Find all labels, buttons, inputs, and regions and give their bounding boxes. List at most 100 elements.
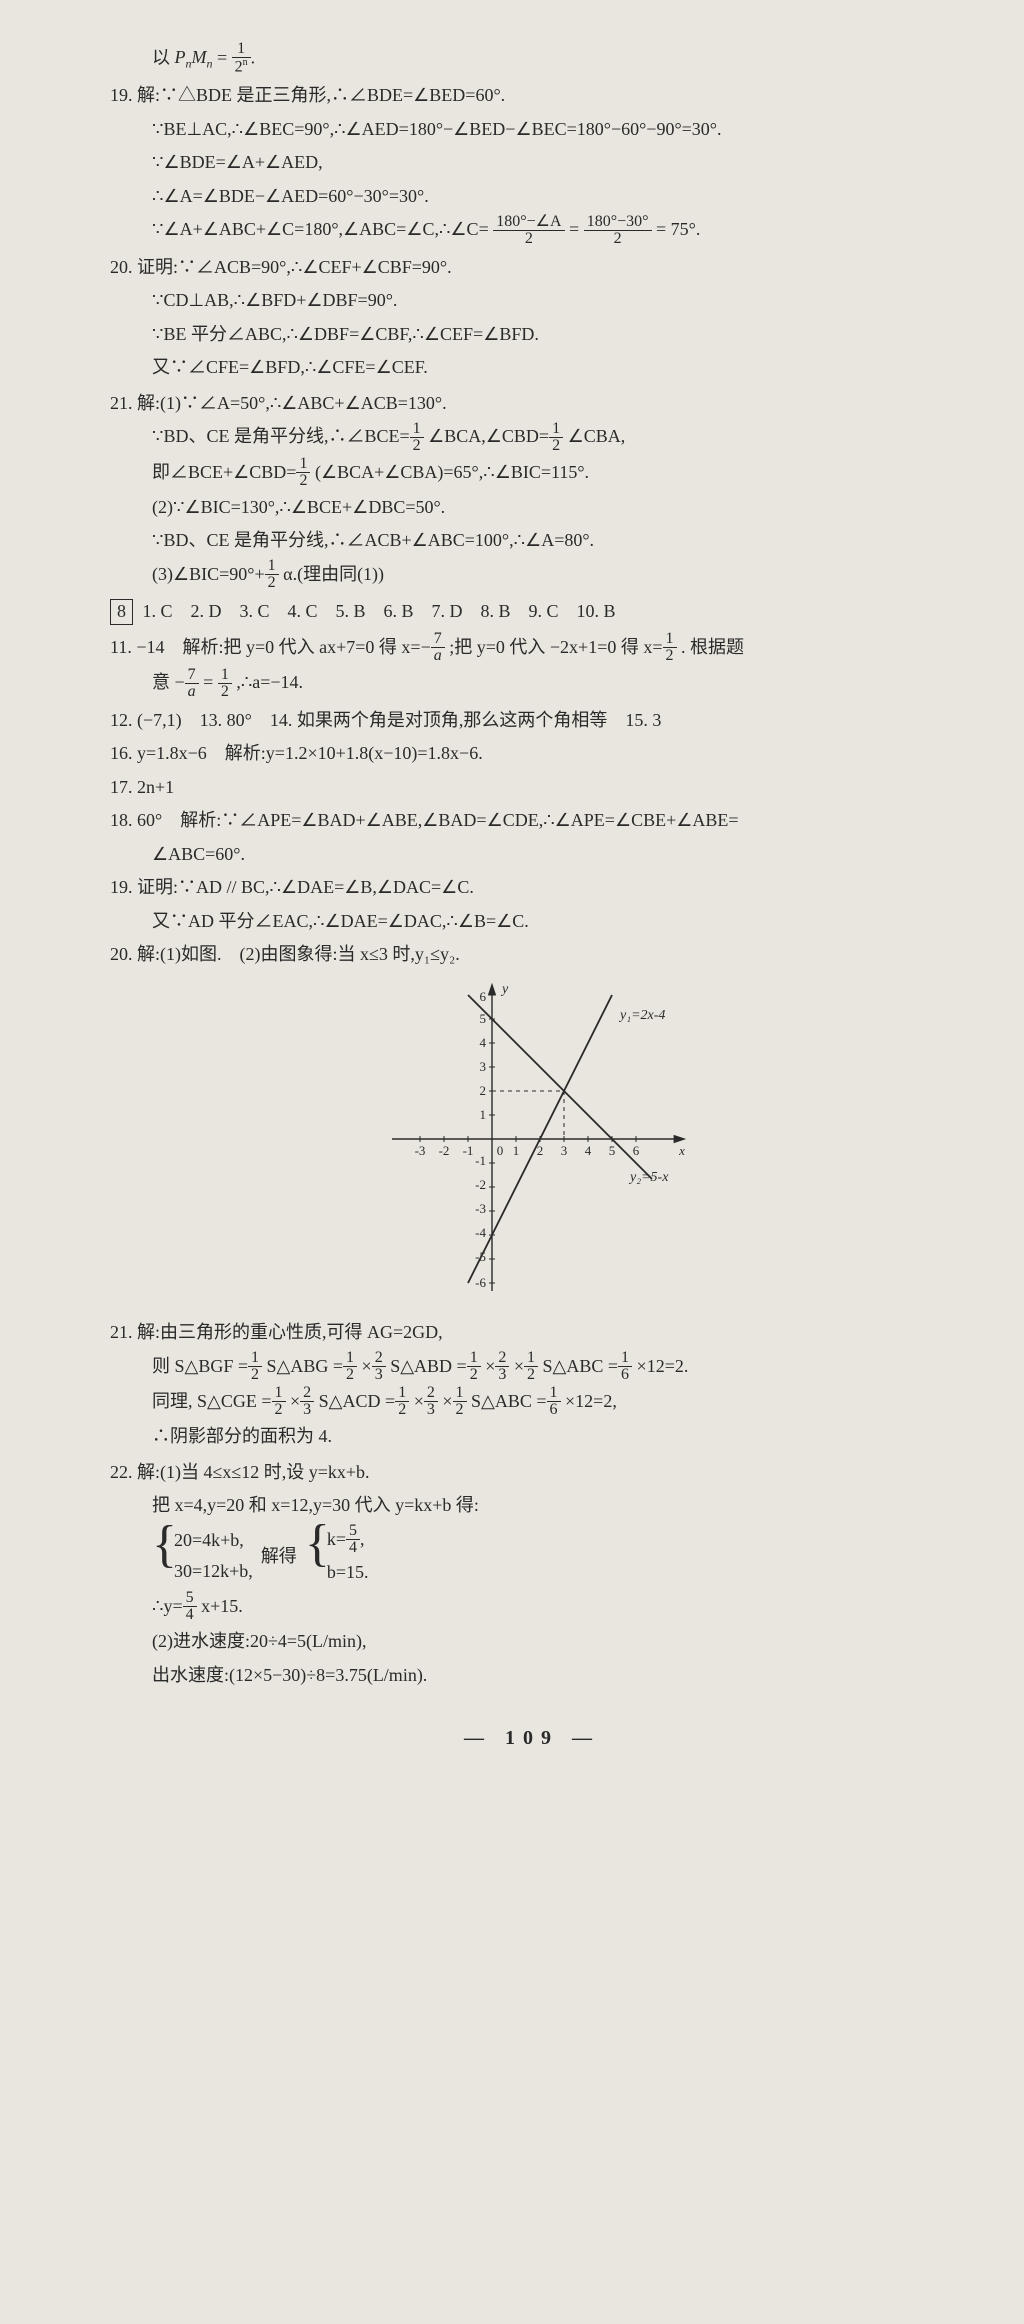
svg-text:y₁=2x-4: y₁=2x-4 <box>618 1008 665 1023</box>
problem-19b: 19. 证明:∵AD // BC,∴∠DAE=∠B,∠DAC=∠C. <box>110 872 954 904</box>
text: S△ACD = <box>319 1391 396 1411</box>
text: ×12=2. <box>637 1356 689 1376</box>
text: 同理, S△CGE =12 ×23 S△ACD =12 ×23 ×12 S△AB… <box>152 1386 954 1419</box>
svg-text:-3: -3 <box>415 1143 426 1158</box>
text: ∠ABC=60°. <box>152 839 954 871</box>
text: ;把 y=0 代入 −2x+1=0 得 x= <box>449 637 662 657</box>
answer-list: 1. C 2. D 3. C 4. C 5. B 6. B 7. D 8. B … <box>143 601 616 621</box>
text: ∵∠BDE=∠A+∠AED, <box>152 147 954 179</box>
top-fragment: 以 PnMn = 12n. <box>152 42 954 76</box>
svg-text:4: 4 <box>480 1035 487 1050</box>
text: 又∵AD 平分∠EAC,∴∠DAE=∠DAC,∴∠B=∠C. <box>152 906 954 938</box>
text: ∵BE 平分∠ABC,∴∠DBF=∠CBF,∴∠CEF=∠BFD. <box>152 319 954 351</box>
problem-17: 17. 2n+1 <box>110 772 954 804</box>
problem-21b: 21. 解:由三角形的重心性质,可得 AG=2GD, <box>110 1317 954 1349</box>
svg-text:-2: -2 <box>475 1177 486 1192</box>
text: = 75°. <box>656 219 700 239</box>
section-8-answers: 8 1. C 2. D 3. C 4. C 5. B 6. B 7. D 8. … <box>110 596 954 628</box>
svg-text:-3: -3 <box>475 1201 486 1216</box>
svg-text:2: 2 <box>480 1083 487 1098</box>
problem-20b: 20. 解:(1)如图. (2)由图象得:当 x≤3 时,y₁≤y₂. <box>110 939 954 971</box>
svg-text:-6: -6 <box>475 1275 486 1290</box>
section-number-box: 8 <box>110 599 133 624</box>
text: × <box>414 1391 424 1411</box>
problem-21: 21. 解:(1)∵∠A=50°,∴∠ABC+∠ACB=130°. <box>110 388 954 420</box>
svg-text:3: 3 <box>561 1143 568 1158</box>
text: ∵∠A+∠ABC+∠C=180°,∠ABC=∠C,∴∠C= 180°−∠A2 =… <box>152 214 954 247</box>
svg-text:1: 1 <box>480 1107 487 1122</box>
text: 意 − <box>152 672 185 692</box>
text: (3)∠BIC=90°+12 α.(理由同(1)) <box>152 559 954 592</box>
text: ∠BCA,∠CBD= <box>428 426 549 446</box>
text: (∠BCA+∠CBA)=65°,∴∠BIC=115°. <box>315 462 589 482</box>
text: ,∴a=−14. <box>236 672 303 692</box>
text: ∵∠A+∠ABC+∠C=180°,∠ABC=∠C,∴∠C= <box>152 219 489 239</box>
text: ∴阴影部分的面积为 4. <box>152 1421 954 1453</box>
eq: b=15. <box>327 1557 369 1589</box>
text: 则 S△BGF =12 S△ABG =12 ×23 S△ABD =12 ×23 … <box>152 1351 954 1384</box>
equation-system: { 20=4k+b, 30=12k+b, 解得 { k=54, b=15. <box>152 1524 954 1589</box>
text: ∵BD、CE 是角平分线,∴∠ACB+∠ABC=100°,∴∠A=80°. <box>152 525 954 557</box>
svg-text:4: 4 <box>585 1143 592 1158</box>
text: ∴y= <box>152 1596 183 1616</box>
text: (2)∵∠BIC=130°,∴∠BCE+∠DBC=50°. <box>152 492 954 524</box>
text: x+15. <box>201 1596 243 1616</box>
text: ∴y=54 x+15. <box>152 1591 954 1624</box>
svg-text:y: y <box>500 982 509 997</box>
text: ∵BE⊥AC,∴∠BEC=90°,∴∠AED=180°−∠BED−∠BEC=18… <box>152 114 954 146</box>
svg-text:-1: -1 <box>463 1143 474 1158</box>
problems-12-15: 12. (−7,1) 13. 80° 14. 如果两个角是对顶角,那么这两个角相… <box>110 705 954 737</box>
text: 意 −7a = 12 ,∴a=−14. <box>152 667 954 700</box>
text: 又∵∠CFE=∠BFD,∴∠CFE=∠CEF. <box>152 352 954 384</box>
eq: k=54, <box>327 1524 369 1557</box>
text: × <box>514 1356 524 1376</box>
svg-text:6: 6 <box>480 989 487 1004</box>
problem-16: 16. y=1.8x−6 解析:y=1.2×10+1.8(x−10)=1.8x−… <box>110 738 954 770</box>
svg-text:6: 6 <box>633 1143 640 1158</box>
svg-text:-1: -1 <box>475 1153 486 1168</box>
text: (3)∠BIC=90°+ <box>152 564 265 584</box>
page-number: — 109 — <box>110 1721 954 1756</box>
graph-chart: -3-2-1 0 123 456 x 123 456 -1-2-3 -4-5-6… <box>110 979 954 1310</box>
svg-text:-2: -2 <box>439 1143 450 1158</box>
text: ∴∠A=∠BDE−∠AED=60°−30°=30°. <box>152 181 954 213</box>
problem-18: 18. 60° 解析:∵∠APE=∠BAD+∠ABE,∠BAD=∠CDE,∴∠A… <box>110 805 954 837</box>
text: 即∠BCE+∠CBD= <box>152 462 296 482</box>
eq: 30=12k+b, <box>174 1556 253 1588</box>
text: 把 x=4,y=20 和 x=12,y=30 代入 y=kx+b 得: <box>152 1490 954 1522</box>
svg-text:1: 1 <box>513 1143 520 1158</box>
text: 11. −14 解析:把 y=0 代入 ax+7=0 得 x=− <box>110 637 431 657</box>
text: (2)进水速度:20÷4=5(L/min), <box>152 1626 954 1658</box>
text: S△ABD = <box>390 1356 467 1376</box>
svg-text:5: 5 <box>609 1143 616 1158</box>
text: ∠CBA, <box>568 426 626 446</box>
text: S△ABC = <box>543 1356 619 1376</box>
svg-text:y₂=5-x: y₂=5-x <box>628 1170 669 1185</box>
svg-text:0: 0 <box>497 1143 504 1158</box>
problem-20: 20. 证明:∵∠ACB=90°,∴∠CEF+∠CBF=90°. <box>110 252 954 284</box>
problem-11: 11. −14 解析:把 y=0 代入 ax+7=0 得 x=−7a ;把 y=… <box>110 632 954 665</box>
text: S△ABC = <box>471 1391 547 1411</box>
text: 即∠BCE+∠CBD=12 (∠BCA+∠CBA)=65°,∴∠BIC=115°… <box>152 457 954 490</box>
text: ∵BD、CE 是角平分线,∴∠BCE= <box>152 426 410 446</box>
text: α.(理由同(1)) <box>283 564 384 584</box>
text: × <box>362 1356 372 1376</box>
text: × <box>442 1391 452 1411</box>
text: 解得 <box>261 1541 297 1573</box>
text: × <box>485 1356 495 1376</box>
eq: 20=4k+b, <box>174 1525 253 1557</box>
problem-19: 19. 解:∵△BDE 是正三角形,∴∠BDE=∠BED=60°. <box>110 80 954 112</box>
text: 则 S△BGF = <box>152 1356 248 1376</box>
text: ∵CD⊥AB,∴∠BFD+∠DBF=90°. <box>152 285 954 317</box>
text: 同理, S△CGE = <box>152 1391 272 1411</box>
text: ×12=2, <box>565 1391 617 1411</box>
problem-22: 22. 解:(1)当 4≤x≤12 时,设 y=kx+b. <box>110 1457 954 1489</box>
svg-text:x: x <box>678 1143 685 1158</box>
text: S△ABG = <box>267 1356 344 1376</box>
svg-text:-4: -4 <box>475 1225 486 1240</box>
text: 出水速度:(12×5−30)÷8=3.75(L/min). <box>152 1660 954 1692</box>
text: ∵BD、CE 是角平分线,∴∠BCE=12 ∠BCA,∠CBD=12 ∠CBA, <box>152 421 954 454</box>
text: × <box>290 1391 300 1411</box>
text: . 根据题 <box>681 637 744 657</box>
svg-text:3: 3 <box>480 1059 487 1074</box>
